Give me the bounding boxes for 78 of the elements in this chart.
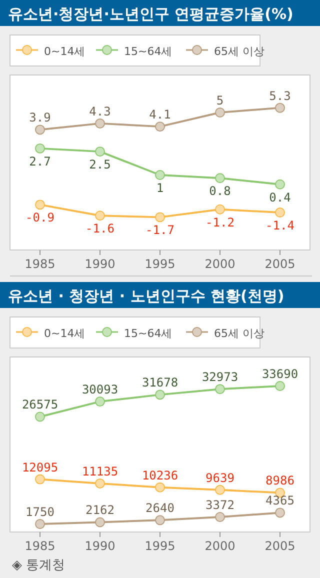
chart-title: 유소년·청장년·노년인구 연평균증가율(%) [8,5,294,23]
data-label: -1.6 [86,222,114,236]
point [275,179,285,190]
legend-label: 15~64세 [124,45,172,58]
point [155,515,165,526]
point [35,143,45,154]
legend-label: 15~64세 [124,327,172,340]
x-tick-label: 1995 [144,539,176,553]
data-label: 12095 [22,460,58,474]
data-label: -1.7 [146,223,174,238]
legend-label: 65세 이상 [214,45,264,58]
legend-label: 0~14세 [44,327,86,340]
data-label: 4365 [266,494,294,508]
data-label: 1 [156,181,164,195]
x-tick-label: 1985 [24,257,56,271]
data-label: -1.4 [266,218,294,232]
data-label: 32973 [202,370,238,384]
point [275,380,285,391]
data-label: 4.3 [89,104,111,118]
point [215,108,225,118]
point [95,396,105,407]
data-label: 5 [216,94,224,108]
chart-title: 유소년 · 청장년 · 노년인구수 현황(천명) [8,287,284,305]
data-label: 26575 [22,398,58,412]
point [215,512,225,522]
legend-label: 0~14세 [44,45,86,58]
text: ◈ 통계청 [12,558,66,573]
point [95,118,105,128]
data-label: 31678 [142,376,178,390]
point [275,102,285,113]
point [95,210,105,221]
data-label: -0.9 [26,210,54,225]
point [215,384,225,394]
point [155,482,165,492]
data-label: 2640 [146,501,174,516]
point [95,478,105,488]
point [215,173,225,184]
point [155,170,165,180]
data-label: 33690 [262,366,298,381]
x-tick-label: 1985 [24,539,56,553]
data-label: 8986 [266,474,294,488]
data-label: 9639 [206,470,234,485]
data-label: 11135 [82,464,118,478]
data-label: 2162 [86,503,114,518]
point [275,208,285,218]
data-label: 2.7 [29,154,51,168]
x-tick-label: 2005 [264,539,296,553]
data-label: 1750 [26,505,54,520]
point [95,517,105,528]
point [35,474,45,484]
x-tick-label: 2000 [204,257,236,271]
x-tick-label: 1990 [84,539,116,553]
data-label: 10236 [142,468,178,482]
point [35,124,45,135]
data-label: 0.4 [269,190,291,204]
data-label: -1.2 [206,215,234,230]
x-tick-label: 2005 [264,257,296,271]
data-label: 0.8 [209,184,231,198]
data-label: 30093 [82,382,118,397]
point [35,200,45,210]
point [275,508,285,518]
x-tick-label: 2000 [204,539,236,553]
point [35,519,45,530]
point [155,212,165,222]
x-tick-label: 1995 [144,257,176,271]
data-label: 3.9 [29,110,51,125]
point [215,204,225,214]
data-label: 4.1 [149,108,171,122]
x-tick-label: 1990 [84,257,116,271]
point [155,122,165,132]
point [35,412,45,422]
point [95,146,105,157]
data-label: 5.3 [269,88,291,103]
point [155,390,165,400]
data-label: 3372 [206,498,234,512]
legend-label: 65세 이상 [214,327,264,340]
data-label: 2.5 [89,158,111,172]
point [215,484,225,495]
